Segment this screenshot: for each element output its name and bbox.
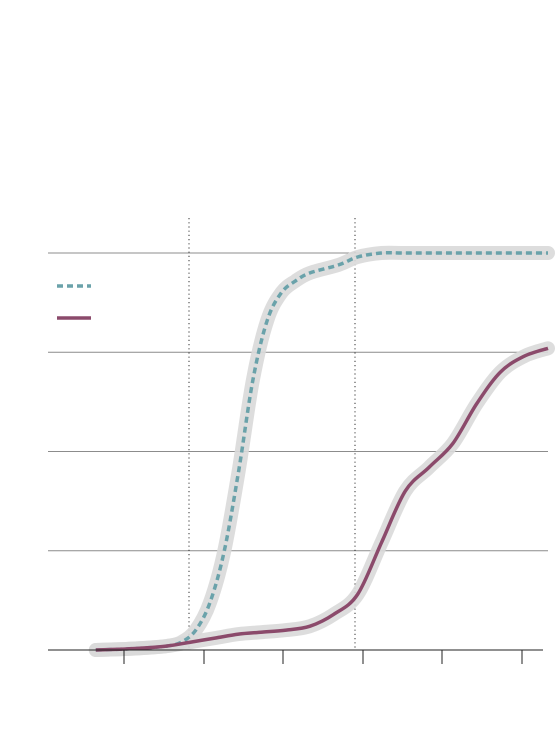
reference-lines	[188, 218, 356, 650]
series-line-1	[95, 346, 549, 652]
series-line-0	[95, 250, 548, 652]
band-series-1	[88, 341, 555, 657]
legend	[57, 284, 91, 320]
x-axis	[48, 649, 543, 664]
series-lines	[95, 250, 549, 652]
